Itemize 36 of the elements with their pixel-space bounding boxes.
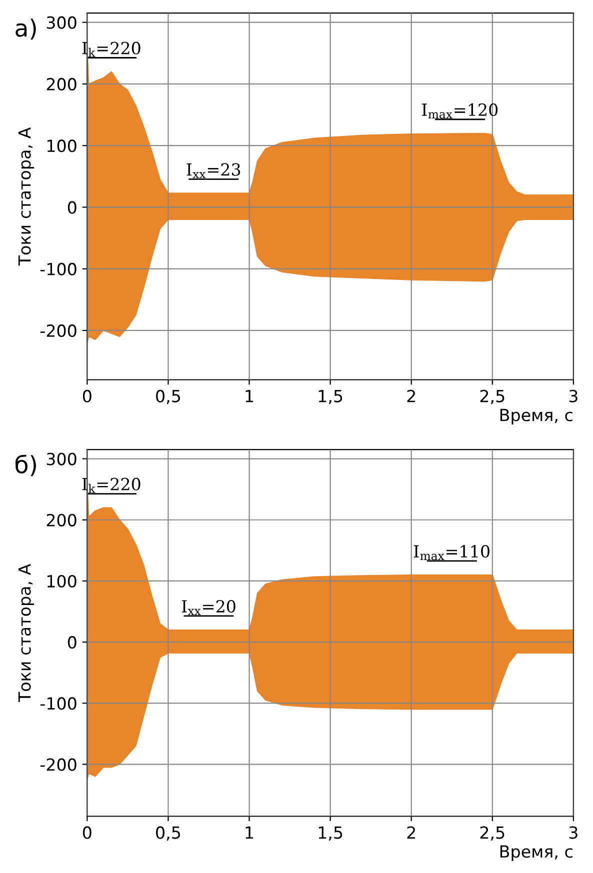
x-tick-label: 2 (407, 390, 415, 402)
x-tick-label: 1 (246, 390, 254, 402)
y-axis-title: Токи статора, А (18, 127, 34, 266)
annotation: I$_{xx}$=23 (186, 163, 240, 178)
x-tick-label: 2 (407, 826, 415, 839)
y-tick-label: 100 (47, 140, 76, 152)
y-tick-label: 100 (47, 574, 76, 588)
annotation: I$_{max}$=110 (414, 545, 490, 560)
annotation: I$_{xx}$=20 (182, 600, 236, 615)
x-tick-label: 3 (569, 390, 578, 402)
x-tick-label: 0 (82, 390, 92, 402)
y-tick-label: -100 (40, 697, 76, 710)
x-tick-label: 0,5 (156, 826, 180, 841)
y-axis-title: Токи статора, А (18, 564, 34, 702)
annotation: I$_{max}$=120 (422, 103, 498, 119)
chart-title: а) (16, 18, 36, 40)
x-tick-label: 1,5 (318, 390, 342, 404)
y-tick-label: -100 (40, 262, 76, 276)
y-tick-label: -200 (40, 758, 76, 771)
x-tick-label: 0 (82, 826, 92, 839)
x-tick-label: 0,5 (156, 390, 180, 404)
x-tick-label: 2,5 (480, 826, 504, 841)
y-tick-label: 0 (68, 636, 76, 649)
x-tick-label: 1,5 (318, 826, 342, 841)
x-tick-label: 3 (569, 826, 578, 839)
y-tick-label: 200 (46, 514, 76, 526)
x-tick-label: 1 (246, 826, 254, 839)
x-axis-title: Время, с (500, 408, 572, 425)
y-tick-label: -200 (40, 324, 76, 338)
y-tick-label: 0 (68, 201, 76, 214)
y-tick-label: 300 (46, 16, 76, 29)
x-tick-label: 2,5 (480, 390, 504, 404)
y-tick-label: 200 (46, 78, 76, 91)
x-axis-title: Время, с (500, 845, 572, 862)
y-tick-label: 300 (46, 452, 76, 466)
chart-title: б) (16, 454, 36, 476)
